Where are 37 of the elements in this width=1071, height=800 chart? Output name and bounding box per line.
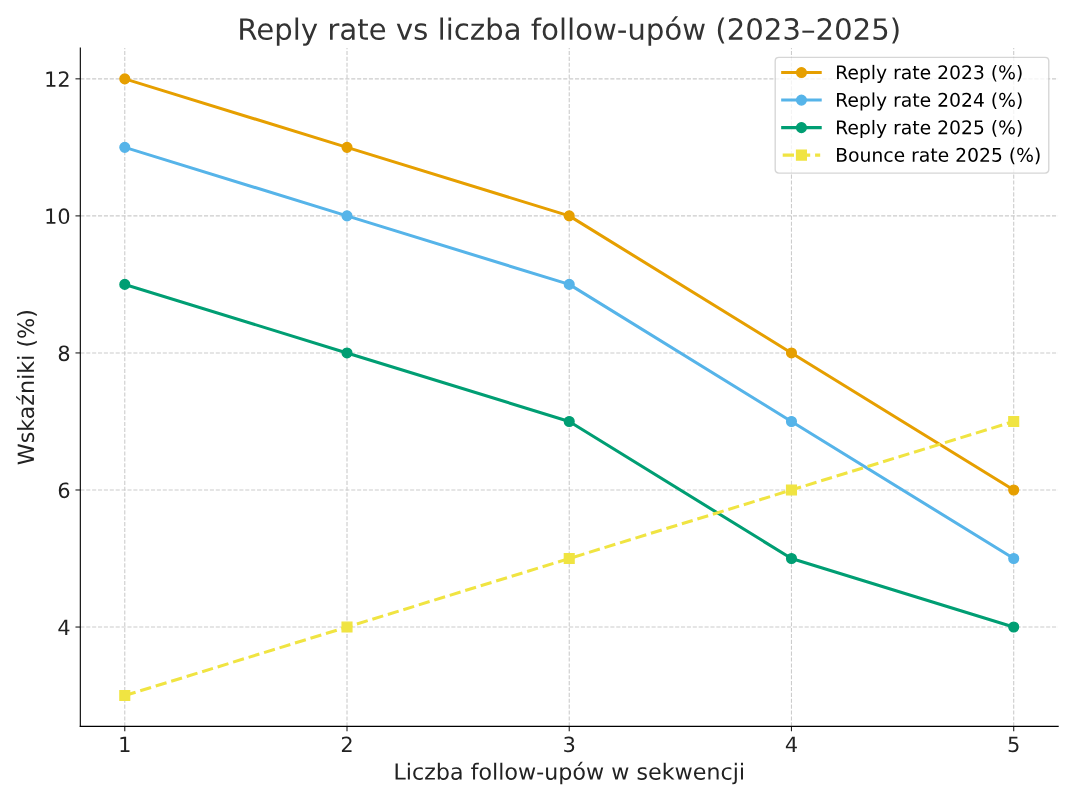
y-tick-label: 4 <box>58 619 70 635</box>
point <box>119 278 131 290</box>
point <box>563 210 575 222</box>
point <box>563 552 575 565</box>
legend-label: Reply rate 2024 (%) <box>837 92 1022 111</box>
y-axis-title: Wskaźniki (%) <box>16 311 37 465</box>
x-tick-label: 4 <box>785 736 797 752</box>
point <box>119 141 131 153</box>
point <box>1008 415 1020 428</box>
legend-label: Reply rate 2023 (%) <box>837 64 1022 84</box>
x-tick-label: 2 <box>341 736 352 752</box>
point <box>563 278 575 290</box>
x-tick-label: 1 <box>120 736 130 752</box>
point <box>785 347 798 359</box>
point <box>1008 552 1020 565</box>
y-tick-label: 6 <box>58 482 70 499</box>
x-tick-label: 5 <box>1008 736 1019 753</box>
y-tick-label: 12 <box>46 71 69 87</box>
chart-title: Reply rate vs liczba follow-upów (2023–2025) <box>240 16 899 46</box>
y-tick-label: 10 <box>46 208 70 225</box>
x-tick-label: 3 <box>564 736 575 753</box>
y-tick-label: 8 <box>58 345 70 362</box>
legend-label: Bounce rate 2025 (%) <box>837 147 1040 165</box>
point <box>119 690 131 702</box>
point <box>785 484 798 496</box>
point <box>341 621 353 633</box>
legend-label: Reply rate 2025 (%) <box>837 119 1022 139</box>
point <box>785 415 798 428</box>
point <box>1008 621 1020 633</box>
point <box>341 347 353 359</box>
point <box>1008 484 1020 496</box>
point <box>341 210 353 222</box>
point <box>341 141 353 153</box>
point <box>785 552 798 565</box>
point <box>563 415 575 428</box>
point <box>119 73 131 85</box>
x-axis-title: Liczba follow-upów w sekwencji <box>395 761 743 785</box>
